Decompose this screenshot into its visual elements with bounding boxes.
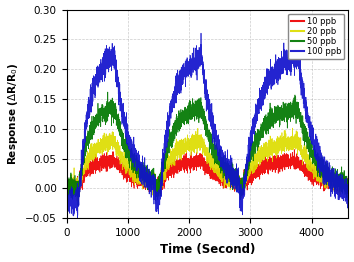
10 ppb (81, 170, 85, 173)
50 ppb (346, 182, 350, 185)
Line: 10 ppb: 10 ppb (67, 150, 348, 195)
10 ppb (136, 177, 141, 180)
20 ppb (290, 127, 295, 130)
10 ppb (346, 180, 350, 183)
10 ppb (64, 183, 69, 186)
10 ppb (215, 177, 219, 181)
20 ppb (64, 193, 69, 196)
50 ppb (76, 204, 80, 207)
20 ppb (86, 162, 91, 165)
10 ppb (69, 194, 73, 197)
50 ppb (64, 191, 69, 194)
20 ppb (215, 161, 219, 164)
50 ppb (81, 162, 85, 165)
50 ppb (139, 173, 143, 176)
20 ppb (346, 184, 350, 187)
100 ppb (75, 220, 80, 223)
50 ppb (136, 172, 141, 175)
20 ppb (136, 167, 141, 170)
10 ppb (346, 184, 350, 187)
100 ppb (346, 194, 350, 197)
50 ppb (215, 160, 219, 163)
Line: 20 ppb: 20 ppb (67, 128, 348, 201)
100 ppb (64, 207, 69, 210)
Legend: 10 ppb, 20 ppb, 50 ppb, 100 ppb: 10 ppb, 20 ppb, 50 ppb, 100 ppb (288, 14, 344, 59)
100 ppb (139, 163, 143, 167)
100 ppb (86, 117, 91, 120)
10 ppb (139, 183, 143, 187)
10 ppb (86, 167, 91, 171)
100 ppb (81, 163, 85, 166)
Line: 100 ppb: 100 ppb (67, 33, 348, 221)
100 ppb (199, 32, 203, 35)
Line: 50 ppb: 50 ppb (67, 92, 348, 205)
Y-axis label: Response ($\Delta$R/R$_0$): Response ($\Delta$R/R$_0$) (6, 63, 19, 165)
10 ppb (292, 148, 296, 151)
20 ppb (81, 166, 85, 170)
50 ppb (105, 90, 110, 94)
100 ppb (346, 197, 350, 200)
100 ppb (215, 138, 219, 141)
20 ppb (346, 186, 350, 189)
50 ppb (346, 178, 350, 181)
50 ppb (86, 145, 91, 148)
100 ppb (136, 166, 141, 169)
X-axis label: Time (Second): Time (Second) (160, 243, 255, 256)
20 ppb (75, 199, 79, 202)
20 ppb (139, 175, 143, 178)
